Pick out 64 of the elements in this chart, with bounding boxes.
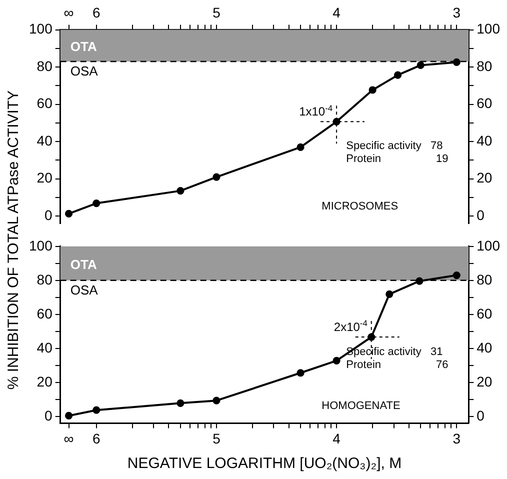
y-tick-label: 0: [44, 207, 53, 224]
y-tick-label: 100: [29, 237, 53, 254]
y2-tick-label: 0: [476, 407, 485, 424]
band-label: OTA: [70, 39, 98, 54]
point: [386, 290, 394, 298]
y-tick-label: 80: [36, 271, 53, 288]
point: [332, 356, 340, 364]
y2-tick-label: 100: [476, 237, 500, 254]
y2-tick-label: 80: [476, 58, 492, 74]
x-tick-label: 4: [332, 4, 341, 20]
y2-tick-label: 60: [476, 305, 492, 322]
annotation: Specific activity 78: [346, 140, 443, 152]
x-tick-label: 5: [212, 4, 221, 20]
annotation: Protein 76: [346, 359, 448, 372]
point: [212, 173, 220, 181]
x-axis-title: NEGATIVE LOGARITHM [UO₂(NO₃)₂], M: [127, 455, 402, 472]
ref-line-label: OSA: [70, 282, 98, 298]
point: [416, 61, 424, 70]
y2-tick-label: 20: [476, 170, 492, 186]
point: [416, 277, 424, 285]
point: [452, 58, 460, 66]
band-label: OTA: [70, 256, 98, 272]
y-tick-label: 0: [44, 407, 53, 424]
x-tick-label: ∞: [64, 4, 74, 20]
y-axis-title: % INHIBITION OF TOTAL ATPase ACTIVITY: [4, 89, 23, 392]
point: [176, 399, 184, 407]
point: [394, 71, 402, 79]
ref-line-label: OSA: [70, 64, 98, 79]
x-tick-label: 6: [92, 4, 100, 20]
point: [176, 187, 184, 195]
point: [92, 199, 100, 208]
y-tick-label: 60: [36, 95, 53, 112]
y2-tick-label: 100: [476, 20, 500, 37]
annotation: HOMOGENATE: [322, 400, 400, 412]
x-tick-label: ∞: [64, 430, 74, 446]
y2-tick-label: 40: [476, 339, 492, 356]
y2-tick-label: 60: [476, 95, 492, 112]
x-tick-label: 6: [92, 430, 100, 446]
point: [64, 412, 73, 420]
y-tick-label: 40: [36, 132, 53, 148]
point: [212, 396, 220, 404]
annotation: Specific activity 31: [346, 346, 443, 358]
y2-tick-label: 80: [476, 271, 492, 288]
point: [92, 406, 100, 414]
x-tick-label: 3: [452, 430, 461, 446]
y-tick-label: 80: [36, 58, 53, 74]
x-tick-label: 3: [452, 4, 461, 20]
y-tick-label: 40: [36, 339, 53, 356]
x-tick-label: 5: [212, 430, 221, 446]
point: [368, 86, 376, 94]
y-tick-label: 60: [36, 305, 53, 322]
y-tick-label: 20: [36, 170, 53, 186]
y-tick-label: 100: [29, 20, 53, 37]
y2-tick-label: 40: [476, 132, 492, 148]
annotation: MICROSOMES: [322, 200, 398, 213]
y2-tick-label: 0: [476, 207, 485, 224]
x-tick-label: 4: [332, 430, 341, 446]
point: [296, 143, 304, 151]
point: [64, 210, 73, 218]
point: [452, 272, 460, 280]
annotation: Protein 19: [346, 153, 448, 166]
y-tick-label: 20: [36, 373, 53, 390]
y2-tick-label: 20: [476, 373, 492, 390]
point: [296, 369, 304, 377]
